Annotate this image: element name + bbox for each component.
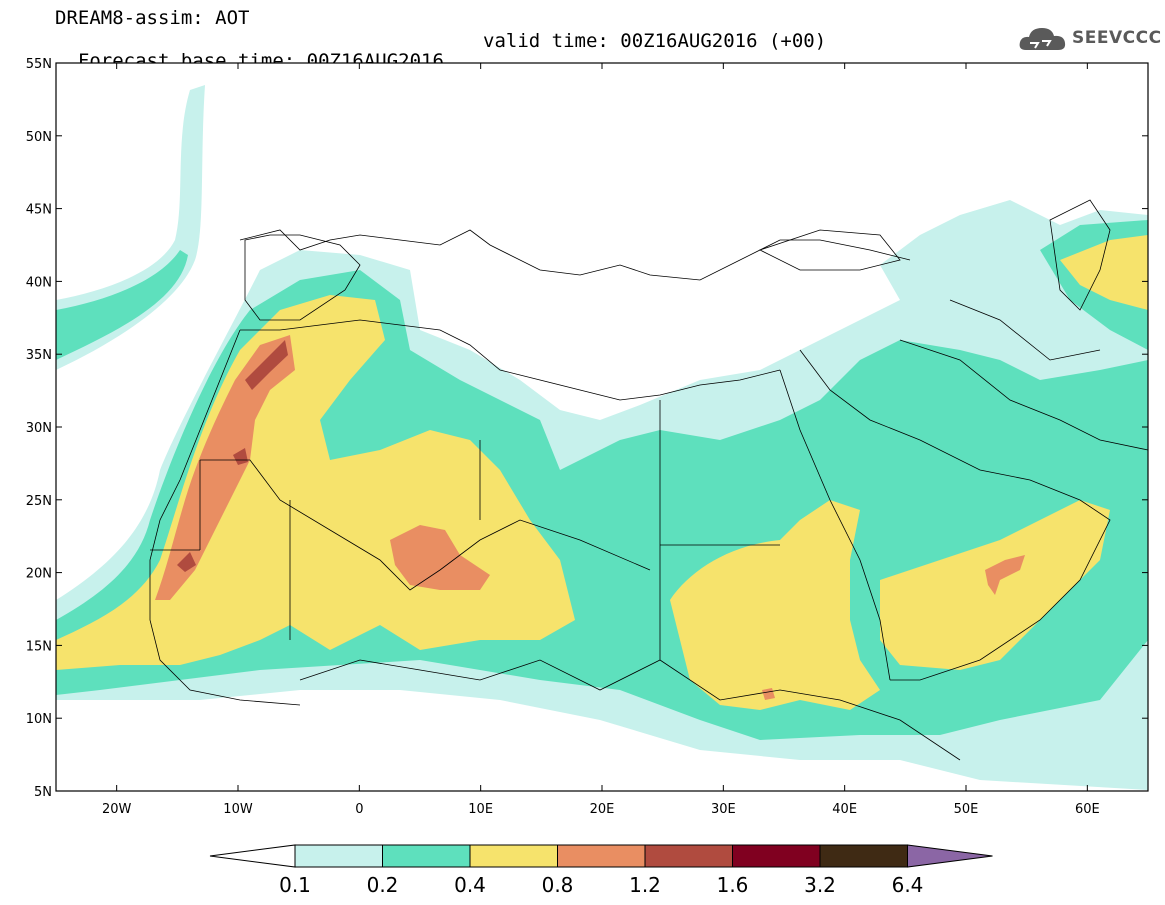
lat-tick-label: 10N (26, 712, 52, 727)
colorbar-level-label: 0.4 (454, 873, 486, 897)
logo-text: SEEVCCC (1072, 28, 1162, 48)
lon-tick-label: 30E (711, 802, 736, 817)
lat-tick-label: 5N (34, 785, 52, 800)
lon-tick-label: 10W (223, 802, 253, 817)
sahara-borders (150, 400, 780, 660)
lat-tick-label: 50N (26, 130, 52, 145)
lat-tick-label: 15N (26, 639, 52, 654)
europe-coastline (239, 229, 911, 281)
colorbar: 0.1 0.2 0.4 0.8 1.2 1.6 3.2 6.4 (209, 844, 993, 897)
black-sea (758, 229, 901, 271)
colorbar-box (294, 844, 383, 868)
aot-contour-0.4-caspian (1060, 235, 1148, 310)
lat-tick-label: 20N (26, 567, 52, 582)
colorbar-box (557, 844, 646, 868)
lat-tick-label: 40N (26, 275, 52, 290)
axis-ticks: 55N 50N 45N 40N 35N 30N 25N 20N 15N 10N 5N 20W 10W 0 1… (26, 57, 1148, 817)
aot-atlantic-plume-0.2 (56, 250, 188, 360)
colorbar-level-label: 1.6 (717, 873, 749, 897)
cloud-icon (1019, 28, 1066, 50)
lon-tick-label: 0 (355, 802, 363, 817)
colorbar-level-label: 0.1 (279, 873, 311, 897)
colorbar-max-triangle (907, 844, 993, 868)
colorbar-min-triangle (209, 844, 296, 868)
iran-outline (899, 299, 1148, 451)
lat-tick-label: 30N (26, 421, 52, 436)
lat-tick-label: 45N (26, 203, 52, 218)
colorbar-labels: 0.1 0.2 0.4 0.8 1.2 1.6 3.2 6.4 (279, 873, 923, 897)
valid-time: valid time: 00Z16AUG2016 (+00) (483, 30, 827, 52)
lon-tick-label: 60E (1075, 802, 1100, 817)
aot-contour-1.2-mauritania (177, 552, 196, 572)
aot-atlantic-plume-0.1 (56, 85, 205, 370)
aot-contour-0.8-oman (985, 555, 1025, 595)
colorbar-box (469, 844, 558, 868)
lat-tick-label: 35N (26, 348, 52, 363)
colorbar-boxes (209, 844, 993, 868)
lon-tick-label: 50E (954, 802, 979, 817)
colorbar-box (382, 844, 471, 868)
seevccc-logo: SEEVCCC (1018, 24, 1161, 54)
lon-tick-label: 40E (832, 802, 857, 817)
colorbar-box (644, 844, 733, 868)
aot-contour-0.4-sudan (670, 500, 880, 710)
lon-tick-label: 10E (468, 802, 493, 817)
colorbar-level-label: 1.2 (629, 873, 661, 897)
colorbar-level-label: 0.2 (367, 873, 399, 897)
colorbar-level-label: 0.8 (542, 873, 574, 897)
lat-tick-label: 55N (26, 57, 52, 72)
sahel-borders (299, 659, 961, 761)
country-borders (149, 199, 1148, 761)
aot-contour-1.2-morocco (245, 340, 288, 390)
aot-shading (56, 63, 1148, 791)
colorbar-box (732, 844, 821, 868)
map-title: DREAM8-assim: AOT (55, 7, 250, 29)
west-africa-coast (149, 329, 301, 706)
colorbar-level-label: 6.4 (892, 873, 924, 897)
lon-tick-label: 20W (102, 802, 132, 817)
colorbar-box (819, 844, 908, 868)
red-sea-coast (779, 369, 891, 681)
north-africa-coast (240, 319, 781, 401)
aot-contour-1.2-sahara (233, 448, 248, 465)
colorbar-level-label: 3.2 (804, 873, 836, 897)
caspian-sea (1049, 199, 1111, 311)
aot-contour-0.8-morocco-coast (155, 335, 295, 600)
lat-tick-label: 25N (26, 494, 52, 509)
arabia-outline (799, 349, 1111, 681)
iberia-outline (244, 234, 361, 321)
lon-tick-label: 20E (590, 802, 615, 817)
aot-contour-0.8-algeria (390, 525, 490, 590)
